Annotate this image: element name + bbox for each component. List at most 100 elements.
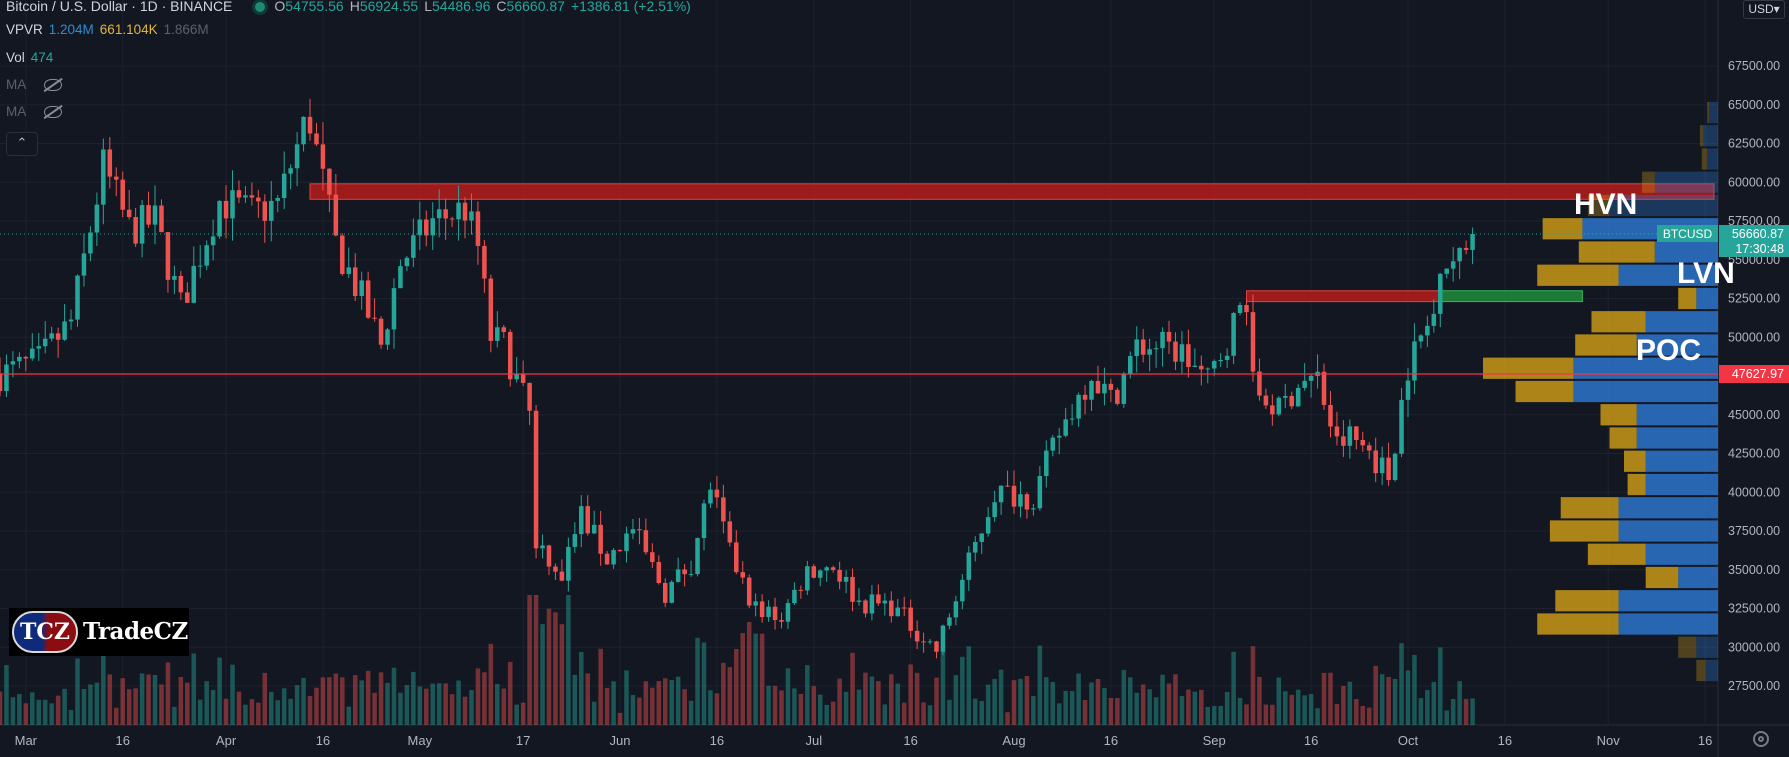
eye-off-icon[interactable] xyxy=(44,106,63,119)
volume-bar xyxy=(889,674,894,725)
volume-bar xyxy=(262,672,268,725)
candle-body xyxy=(372,317,377,319)
x-tick-label: Oct xyxy=(1398,733,1419,748)
volume-bar xyxy=(372,692,377,725)
volume-bar xyxy=(1140,684,1146,725)
volume-bar xyxy=(662,678,668,725)
volume-bar xyxy=(243,704,248,725)
volume-bar xyxy=(1173,674,1178,725)
volume-bar xyxy=(598,648,603,725)
volume-bar xyxy=(740,633,746,725)
candle-body xyxy=(139,205,145,244)
volume-legend[interactable]: Vol 474 xyxy=(6,50,54,65)
ma-legend-2[interactable]: MA xyxy=(6,104,68,119)
candle-body xyxy=(249,195,255,198)
candle-body xyxy=(462,202,468,221)
candle-body xyxy=(985,517,991,534)
candle-body xyxy=(1379,457,1385,474)
vp-up-bar xyxy=(1645,473,1718,496)
price-lines xyxy=(0,233,1718,375)
candle-body xyxy=(1450,261,1456,269)
time-axis[interactable]: Mar 16 Apr 16 May 17 Jun 16 Jul 16 Aug 16 Sep 16 Oct 16… xyxy=(15,733,1713,748)
candle-body xyxy=(165,232,171,280)
candle-body xyxy=(204,245,209,266)
candle-body xyxy=(1231,312,1236,356)
volume-bar xyxy=(1412,655,1417,725)
chevron-up-icon[interactable]: ⌃ xyxy=(6,132,38,156)
volume-bar xyxy=(301,677,306,725)
volume-bar xyxy=(1134,692,1139,725)
x-tick-label: 16 xyxy=(1304,733,1318,748)
volume-bar xyxy=(1354,699,1359,725)
y-tick-label: 37500.00 xyxy=(1728,524,1780,538)
currency-button[interactable]: USD▾ xyxy=(1743,0,1785,19)
vp-up-bar xyxy=(1654,171,1718,193)
candle-body xyxy=(146,205,151,225)
candle-body xyxy=(327,168,332,195)
volume-bar xyxy=(714,693,720,725)
volume-bar xyxy=(772,685,778,725)
candle-body xyxy=(688,574,694,576)
candle-body xyxy=(1024,494,1030,510)
volume-bar xyxy=(152,674,158,725)
volume-bar xyxy=(792,688,797,725)
candle-body xyxy=(1121,373,1127,404)
volume-bar xyxy=(1328,672,1333,725)
volume-bar xyxy=(436,683,442,725)
candle-body xyxy=(972,541,978,553)
volume-bar xyxy=(656,681,662,725)
ma-legend-1[interactable]: MA xyxy=(6,77,68,92)
candle-body xyxy=(1412,341,1417,381)
volume-bar xyxy=(611,681,616,725)
volume-bar xyxy=(591,701,597,725)
eye-off-icon[interactable] xyxy=(44,79,63,92)
candle-body xyxy=(197,265,203,267)
vpvr-legend[interactable]: VPVR 1.204M 661.104K 1.866M xyxy=(6,22,209,37)
volume-bar xyxy=(94,682,100,725)
candle-body xyxy=(1063,419,1068,436)
volume-bar xyxy=(178,676,184,725)
symbol-legend[interactable]: Bitcoin / U.S. Dollar · 1D · BINANCE O547… xyxy=(6,0,703,16)
candle-body xyxy=(876,594,881,604)
y-tick-label: 27500.00 xyxy=(1728,679,1780,693)
price-axis[interactable]: 67500.00 65000.00 62500.00 60000.00 57500.00… xyxy=(1728,59,1780,693)
volume-bar xyxy=(269,691,274,725)
volume-bar xyxy=(165,662,171,725)
volume-bar xyxy=(934,677,939,725)
volume-bar xyxy=(307,696,313,725)
candle-body xyxy=(1128,356,1133,374)
candle-body xyxy=(1224,355,1230,360)
vpvr-total-volume: 1.866M xyxy=(163,22,209,37)
candle-body xyxy=(1011,485,1017,507)
candle-body xyxy=(1295,387,1301,407)
volume-bar xyxy=(979,700,984,725)
volume-bar xyxy=(850,652,855,725)
volume-bar xyxy=(1379,674,1385,725)
volume-bar xyxy=(391,667,397,725)
volume-bar xyxy=(126,689,132,725)
symbol-title[interactable]: Bitcoin / U.S. Dollar · 1D · BINANCE xyxy=(6,0,233,14)
gear-icon[interactable] xyxy=(1753,731,1769,747)
y-tick-label: 45000.00 xyxy=(1728,408,1780,422)
volume-bar xyxy=(688,700,694,725)
candle-body xyxy=(1186,344,1191,367)
candle-body xyxy=(501,327,507,332)
candle-body xyxy=(1405,380,1411,400)
candle-body xyxy=(714,489,720,498)
volume-bar xyxy=(1166,683,1172,725)
logo-badge: TCZ xyxy=(12,611,78,653)
volume-bar xyxy=(1438,647,1443,725)
vp-up-bar xyxy=(1636,334,1718,356)
symbol-tag xyxy=(1657,225,1718,243)
candle-body xyxy=(1134,339,1139,357)
candle-body xyxy=(411,235,416,258)
candle-body xyxy=(734,542,739,573)
volume-bar xyxy=(1160,674,1165,725)
candle-body xyxy=(921,641,926,643)
volume-bar xyxy=(49,703,54,725)
candle-body xyxy=(262,201,268,221)
volume-bar xyxy=(643,681,649,725)
x-tick-label: Jul xyxy=(805,733,822,748)
candle-body xyxy=(404,257,410,267)
